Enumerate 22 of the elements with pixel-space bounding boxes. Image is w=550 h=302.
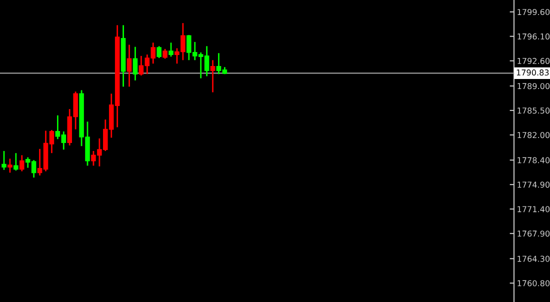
candlestick [210,60,216,92]
candlestick [8,158,12,173]
y-tick-label: 1785.50 [518,108,550,114]
ref-line-label: 1790.83 [516,69,549,76]
y-tick-label: 1771.40 [518,206,550,212]
y-tick-label: 1767.90 [518,230,550,237]
y-tick-label: 1782.00 [518,132,550,138]
y-tick-label: 1799.60 [518,8,550,16]
y-tick-label: 1760.80 [518,280,550,286]
y-tick-label: 1796.10 [518,33,550,40]
candlestick [20,155,24,172]
candlestick [156,46,162,58]
candlestick [2,151,6,170]
y-tick-label: 1774.90 [518,182,550,188]
y-tick-label: 1778.40 [518,157,550,164]
y-tick-label: 1764.30 [518,256,550,262]
candlestick [126,44,132,87]
y-tick-label: 1792.60 [518,58,550,64]
y-tick-label: 1789.00 [518,83,550,90]
candlestick [132,46,138,80]
candlestick [14,153,18,171]
candlestick [168,42,174,57]
